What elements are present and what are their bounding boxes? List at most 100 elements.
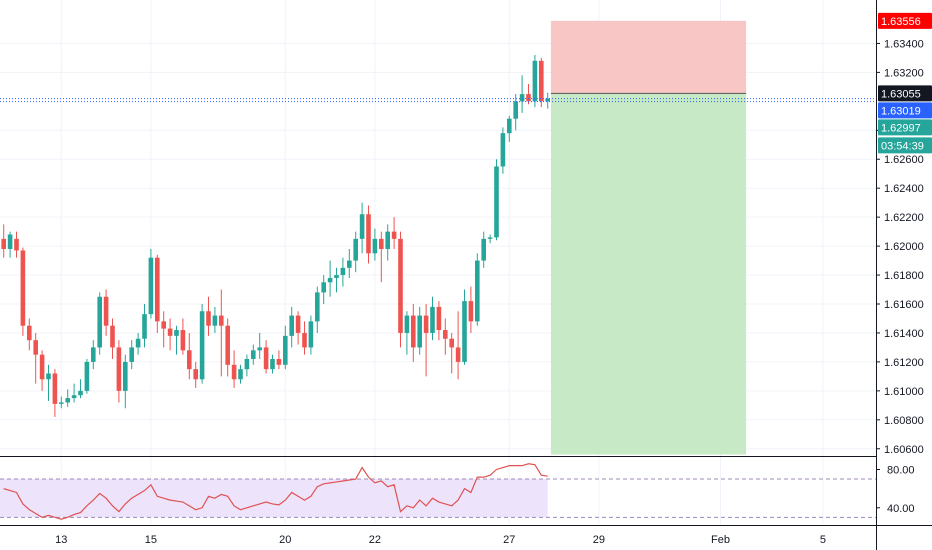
price-tag <box>878 102 932 119</box>
rsi-line <box>3 463 548 520</box>
rsi-tick-label: 40.00 <box>887 503 915 515</box>
price-tick-label: 1.62400 <box>884 183 924 195</box>
candlestick-series <box>1 55 550 417</box>
candle-body <box>500 133 506 167</box>
candle-body <box>295 315 301 333</box>
candle-body <box>359 214 365 239</box>
price-tick-label: 1.61400 <box>884 328 924 340</box>
candle-body <box>110 325 115 348</box>
candle-body <box>455 347 461 362</box>
candle-body <box>7 234 13 249</box>
candle-body <box>436 306 442 331</box>
price-tags: 1.63556 1.63055 1.63019 1.62997 03:54:39 <box>878 12 932 154</box>
take-profit-zone[interactable] <box>550 93 747 455</box>
candle-body <box>238 369 243 380</box>
candle-body <box>507 118 512 134</box>
price-tag <box>878 137 932 154</box>
candle-body <box>257 347 262 351</box>
candle-body <box>212 315 218 326</box>
candle-body <box>103 296 109 326</box>
position-zones[interactable] <box>550 20 747 455</box>
candle-body <box>545 98 550 102</box>
price-tick-label: 1.60600 <box>884 444 924 456</box>
time-tick-label: 15 <box>145 534 157 546</box>
time-tick-label: 20 <box>279 534 291 546</box>
candle-body <box>97 296 102 348</box>
candle-body <box>372 238 378 254</box>
candle-body <box>411 315 416 348</box>
price-tick-label: 1.62200 <box>884 212 924 224</box>
candle-body <box>487 237 493 239</box>
candle-body <box>404 315 410 333</box>
rsi-panel <box>0 463 876 520</box>
candle-body <box>423 315 429 333</box>
candle-body <box>206 311 211 326</box>
candle-body <box>315 292 320 322</box>
candle-body <box>430 306 435 333</box>
candle-body <box>302 332 307 348</box>
candle-body <box>46 373 51 380</box>
candle-body <box>475 260 480 322</box>
candle-body <box>142 314 147 339</box>
candle-body <box>539 60 544 102</box>
candle-body <box>327 277 333 283</box>
candle-body <box>161 321 166 329</box>
candle-body <box>59 402 64 404</box>
candle-body <box>27 325 32 341</box>
candle-body <box>353 238 358 261</box>
price-tag-label: 1.63556 <box>881 16 921 28</box>
candle-body <box>366 214 371 254</box>
time-axis[interactable]: 13 15 20 22 27 29 Feb 5 <box>55 534 826 546</box>
candle-body <box>334 275 339 278</box>
time-tick-label: Feb <box>711 534 730 546</box>
candle-body <box>219 315 224 326</box>
candle-body <box>84 361 90 391</box>
candle-body <box>1 238 6 249</box>
candle-body <box>308 321 314 348</box>
candle-body <box>167 328 173 336</box>
price-tick-label: 1.63400 <box>884 38 924 50</box>
candle-body <box>129 347 134 362</box>
candle-body <box>263 347 269 370</box>
price-tag-label: 1.63055 <box>881 88 921 100</box>
price-axis[interactable]: 1.634001.632001.628001.626001.624001.622… <box>876 38 924 515</box>
time-tick-label: 13 <box>55 534 67 546</box>
candle-body <box>379 238 384 249</box>
candle-body <box>481 238 486 261</box>
price-tick-label: 1.61000 <box>884 386 924 398</box>
candle-body <box>289 315 294 336</box>
candle-body <box>468 301 474 322</box>
candle-body <box>398 238 403 333</box>
candle-body <box>135 338 141 348</box>
candle-body <box>91 347 96 362</box>
price-tick-label: 1.62600 <box>884 154 924 166</box>
candle-body <box>231 364 237 380</box>
price-tag <box>878 119 932 136</box>
candle-body <box>513 101 518 119</box>
price-tag-label: 1.62997 <box>881 122 921 134</box>
price-tick-label: 1.61200 <box>884 357 924 369</box>
candle-body <box>276 359 282 365</box>
candle-body <box>270 359 275 370</box>
stop-loss-zone[interactable] <box>550 20 747 94</box>
candle-body <box>155 257 160 322</box>
candle-body <box>65 398 70 403</box>
candle-body <box>494 166 499 238</box>
candle-body <box>14 238 19 251</box>
candle-body <box>199 311 205 380</box>
price-tick-label: 1.60800 <box>884 415 924 427</box>
price-tick-label: 1.63200 <box>884 67 924 79</box>
candle-body <box>187 350 192 370</box>
candle-body <box>283 335 288 365</box>
candle-body <box>443 330 448 339</box>
candle-body <box>52 373 58 404</box>
price-tick-label: 1.61800 <box>884 270 924 282</box>
candle-body <box>462 301 467 362</box>
time-tick-label: 5 <box>820 534 826 546</box>
price-tick-label: 1.62000 <box>884 241 924 253</box>
candle-body <box>417 315 422 348</box>
candle-body <box>33 340 38 355</box>
price-lines <box>0 98 876 103</box>
candle-body <box>251 350 256 360</box>
